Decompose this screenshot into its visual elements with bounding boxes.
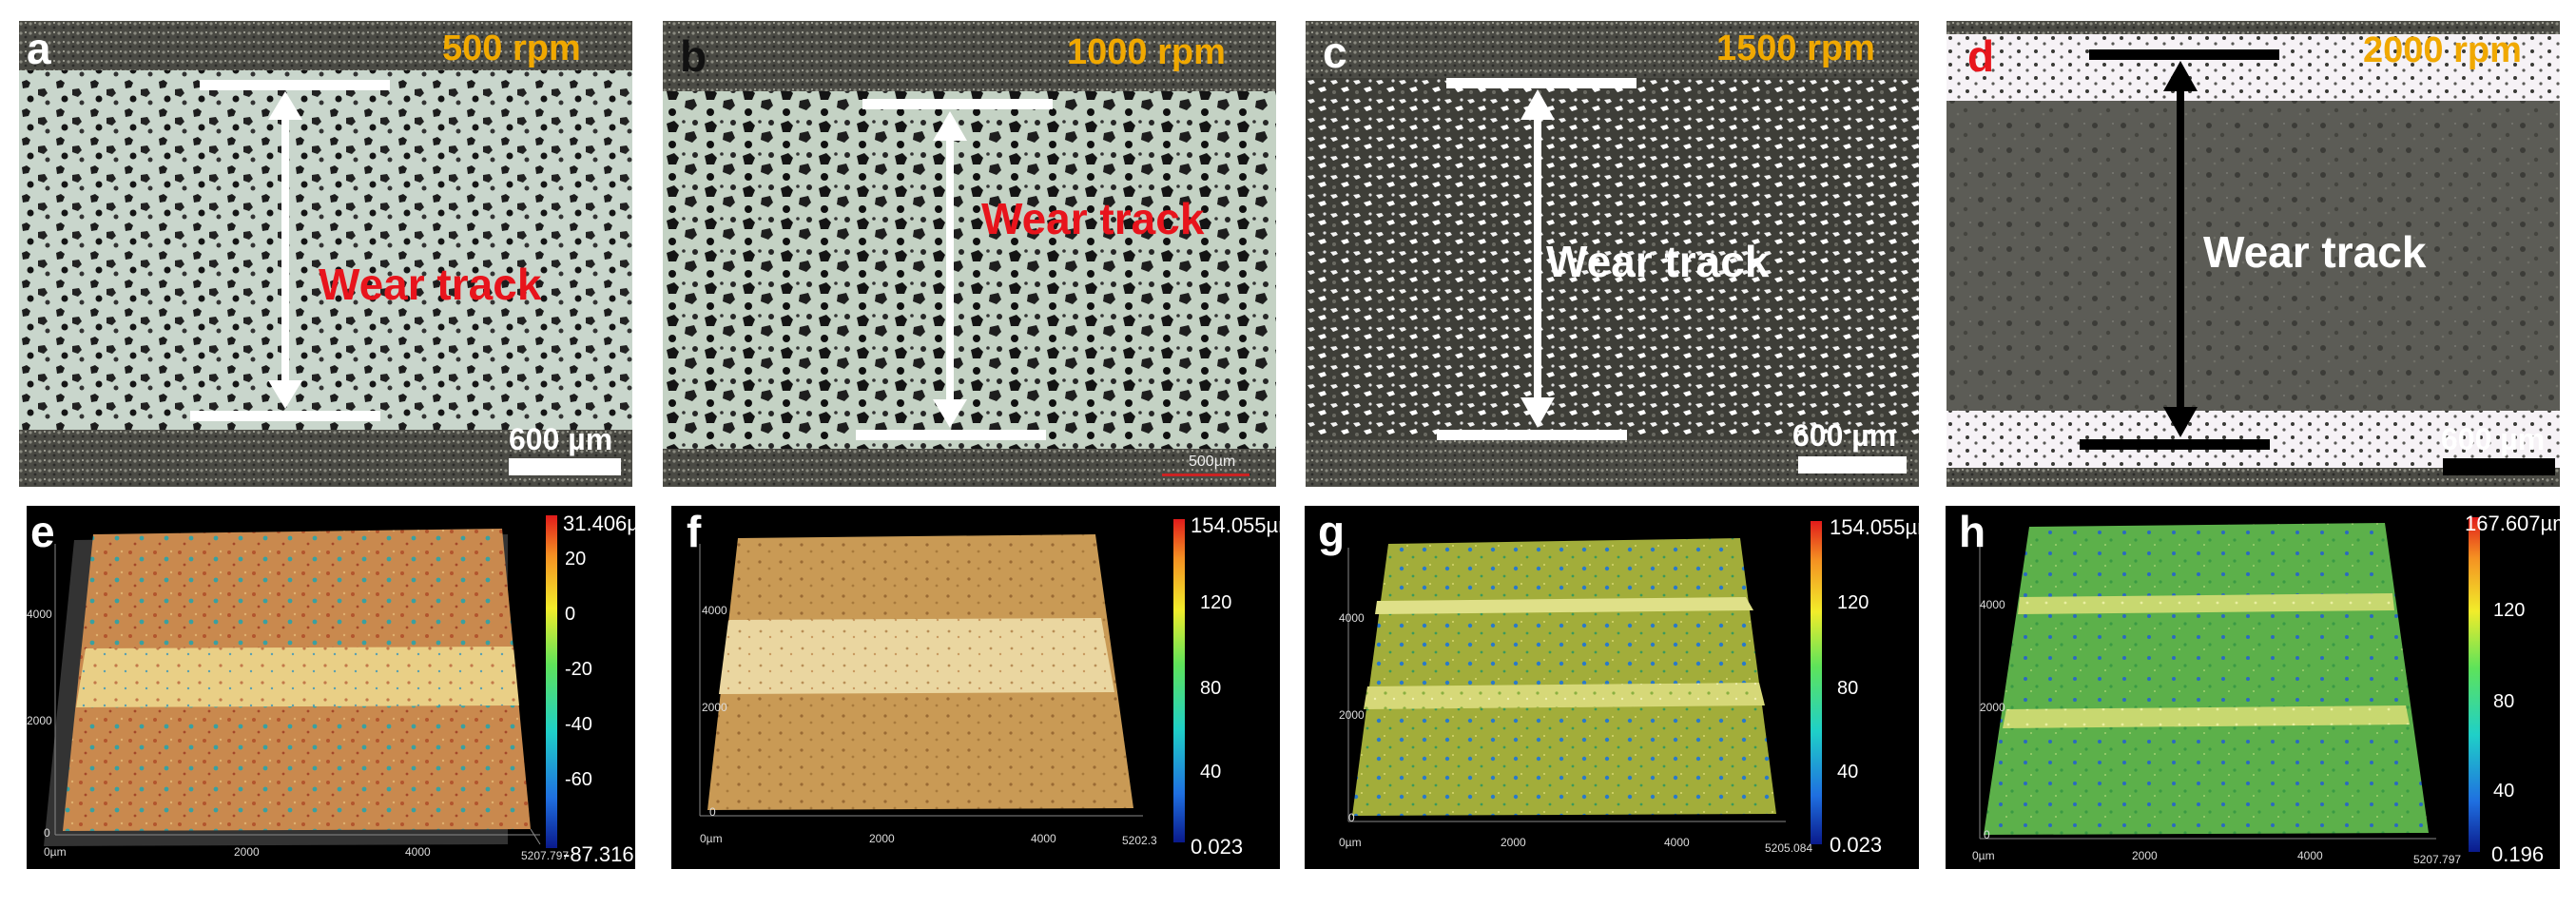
wear-track-label-b: Wear track [981,194,1205,243]
scale-bar-c [1798,456,1907,473]
y-tick-e-4000: 4000 [27,608,52,621]
profile-surface-h [1979,523,2436,840]
colorbar-tick-g-2: 40 [1837,762,1859,782]
x-tick-g-0: 0µm [1339,836,1362,849]
x-tick-e-2000: 2000 [234,845,260,859]
wear-track-arrow-c [1437,78,1637,440]
wear-track-arrow-a [190,80,390,421]
colorbar-tick-e-3: -40 [565,714,592,735]
micrograph-panel-b: b 1000 rpm Wear track 500µm [663,21,1276,487]
colorbar-tick-h-1: 80 [2493,691,2515,712]
colorbar-tick-f-0: 120 [1200,592,1232,613]
y-tick-f-2000: 2000 [702,701,727,714]
y-tick-h-4000: 4000 [1980,598,2005,611]
speed-label-a: 500 rpm [442,29,581,68]
panel-letter-h: h [1959,507,1986,556]
x-end-f: 5202.3 [1122,834,1157,847]
x-tick-f-2000: 2000 [869,832,895,845]
profile-panel-h: 4000 2000 0 0µm 2000 4000 5207.797 h 167… [1946,506,2560,869]
x-tick-e-4000: 4000 [405,845,431,859]
x-tick-h-2000: 2000 [2132,849,2158,862]
profile-surface-e [44,529,541,846]
colorbar-tick-e-0: 20 [565,549,587,570]
y-tick-f-4000: 4000 [702,604,727,617]
x-end-g: 5205.084 [1765,841,1813,855]
colorbar-tick-f-2: 40 [1200,762,1222,782]
colorbar-min-f: 0.023 [1191,835,1244,859]
colorbar-g [1811,521,1822,844]
scale-label-c: 600 µm [1792,418,1897,453]
x-tick-h-0: 0µm [1972,849,1995,862]
panel-letter-a: a [27,24,51,73]
micrograph-image-c [1306,21,1919,487]
colorbar-tick-e-4: -60 [565,769,592,790]
speed-label-c: 1500 rpm [1716,29,1875,68]
profile-panel-g: 4000 2000 0 0µm 2000 4000 5205.084 g 154… [1305,506,1919,869]
profile-surface-f [699,534,1143,817]
colorbar-tick-f-1: 80 [1200,678,1222,699]
colorbar-tick-g-1: 80 [1837,678,1859,699]
colorbar-min-g: 0.023 [1830,833,1883,857]
wear-track-arrow-b [856,99,1053,440]
scale-label-d: 600 µm [2441,422,2546,456]
scale-label-a: 600 µm [509,422,613,456]
y-tick-e-0: 0 [44,826,50,840]
colorbar-min-h: 0.196 [2491,842,2545,866]
panel-letter-c: c [1323,28,1347,77]
scale-bar-a [509,458,621,475]
colorbar-f [1173,519,1185,842]
colorbar-tick-h-0: 120 [2493,600,2526,621]
colorbar-e [546,515,557,848]
panel-letter-g: g [1318,507,1346,556]
speed-label-d: 2000 rpm [2363,30,2522,70]
colorbar-tick-e-2: -20 [565,659,592,680]
scale-bar-d [2443,458,2555,475]
micrograph-image-d [1947,21,2560,487]
colorbar-max-g: 154.055µm [1830,515,1919,539]
speed-label-b: 1000 rpm [1067,32,1226,72]
y-tick-g-4000: 4000 [1339,611,1365,625]
y-tick-g-2000: 2000 [1339,708,1365,722]
x-tick-f-4000: 4000 [1031,832,1056,845]
wear-track-label-d: Wear track [2203,227,2427,277]
micrograph-image-b [663,21,1276,487]
wear-track-label-a: Wear track [319,260,542,309]
profile-panel-f: 4000 2000 0 0µm 2000 4000 5202.3 f 154.0… [671,506,1280,869]
y-tick-e-2000: 2000 [27,714,52,727]
colorbar-max-e: 31.406µm [563,512,635,535]
x-tick-g-4000: 4000 [1664,836,1690,849]
colorbar-min-e: -87.316 [563,842,634,866]
panel-letter-b: b [680,31,707,81]
x-tick-h-4000: 4000 [2297,849,2323,862]
colorbar-max-h: 167.607µm [2465,512,2560,535]
wear-track-label-c: Wear track [1546,237,1770,286]
colorbar-tick-h-2: 40 [2493,781,2515,802]
profile-panel-e: 4000 2000 0 0µm 2000 4000 5207.797 e 31.… [27,506,635,869]
micrograph-image-a [19,21,632,487]
colorbar-max-f: 154.055µm [1191,513,1280,537]
x-end-h: 5207.797 [2413,853,2462,866]
x-tick-e-0: 0µm [44,845,67,859]
x-end-e: 5207.797 [521,849,570,862]
scale-label-b: 500µm [1189,454,1236,470]
x-tick-g-2000: 2000 [1501,836,1526,849]
scale-bar-b [1162,473,1249,476]
micrograph-panel-c: c 1500 rpm Wear track 600 µm [1306,21,1919,487]
profile-surface-g [1347,538,1786,822]
micrograph-panel-a: a 500 rpm Wear track 600 µm [19,21,632,487]
y-tick-h-2000: 2000 [1980,701,2005,714]
x-tick-f-0: 0µm [700,832,723,845]
panel-letter-d: d [1967,31,1995,81]
wear-track-arrow-d [2080,49,2279,450]
colorbar-tick-e-1: 0 [565,604,576,625]
panel-letter-e: e [30,507,55,556]
colorbar-tick-g-0: 120 [1837,592,1869,613]
y-tick-h-0: 0 [1984,828,1990,841]
micrograph-panel-d: d 2000 rpm Wear track 600 µm [1947,21,2560,487]
colorbar-h [2469,517,2480,852]
y-tick-g-0: 0 [1348,811,1355,824]
y-tick-f-0: 0 [709,805,716,819]
panel-letter-f: f [687,507,702,556]
